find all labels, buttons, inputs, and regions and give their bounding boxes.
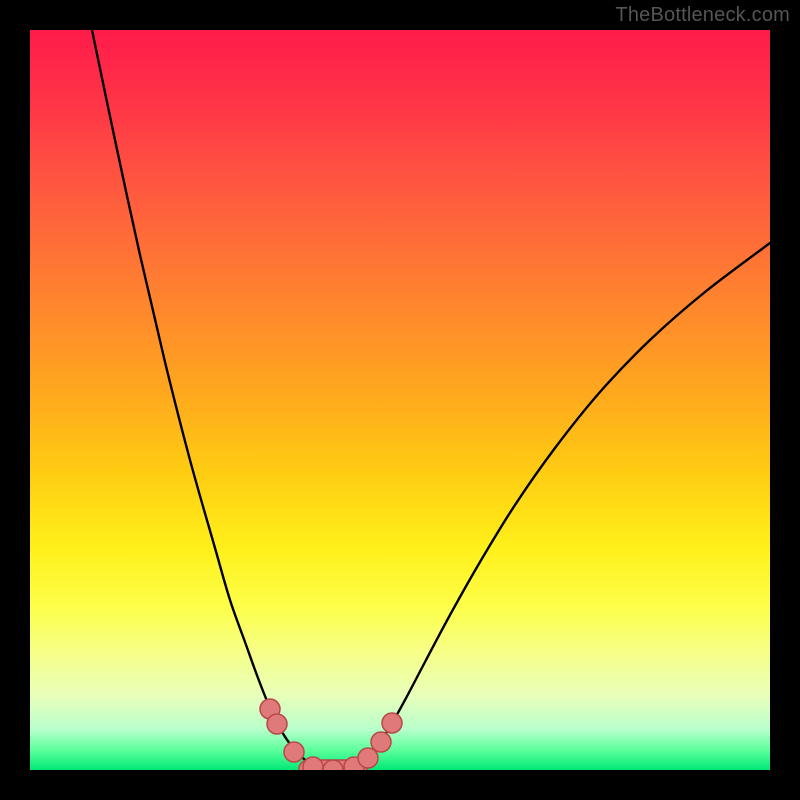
plot-area xyxy=(30,30,770,770)
marker-dot xyxy=(303,757,323,770)
marker-dot xyxy=(382,713,402,733)
curve-layer xyxy=(30,30,770,770)
canvas-root: TheBottleneck.com xyxy=(0,0,800,800)
marker-dot xyxy=(358,748,378,768)
watermark-text: TheBottleneck.com xyxy=(615,4,790,27)
marker-dot xyxy=(371,732,391,752)
marker-dot xyxy=(284,742,304,762)
bottleneck-curve xyxy=(92,30,770,769)
marker-dot xyxy=(267,714,287,734)
